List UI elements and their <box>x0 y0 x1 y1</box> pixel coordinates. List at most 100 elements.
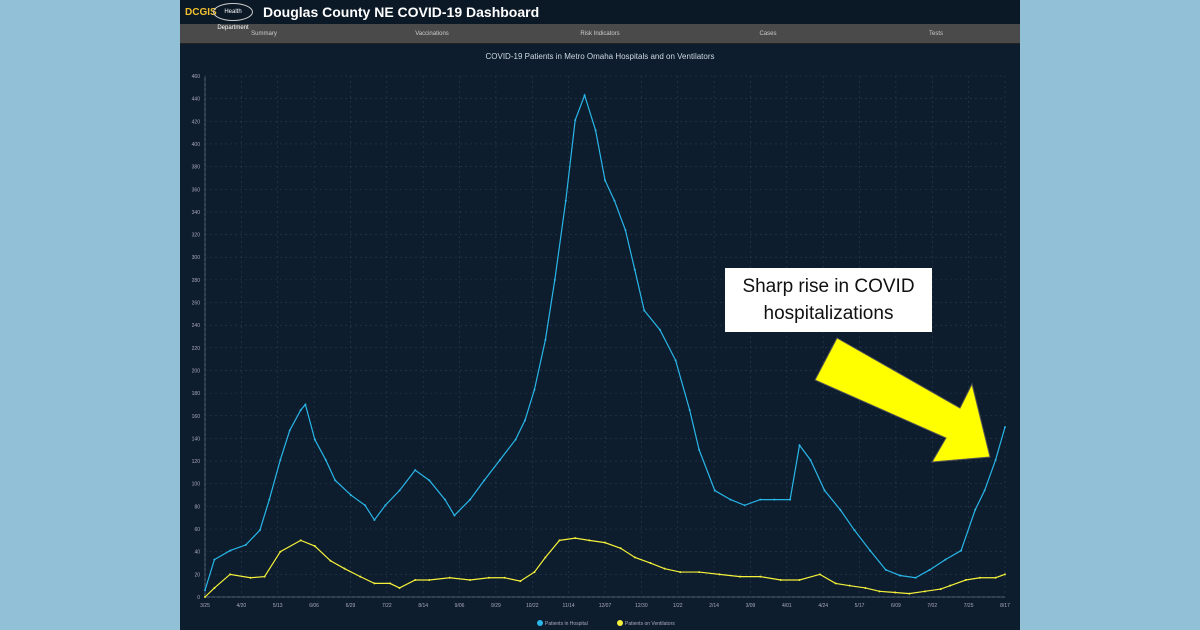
data-point <box>553 278 556 281</box>
data-point <box>894 591 897 594</box>
data-point <box>519 580 522 583</box>
health-department-logo: Health Department <box>213 3 253 31</box>
data-point <box>960 549 963 552</box>
data-point <box>313 438 316 441</box>
data-point <box>213 586 216 589</box>
data-point <box>398 586 401 589</box>
tab-risk-indicators[interactable]: Risk Indicators <box>580 31 620 37</box>
data-point <box>544 556 547 559</box>
data-point <box>229 549 232 552</box>
data-point <box>313 545 316 548</box>
data-point <box>698 448 701 451</box>
chart-title: COVID-19 Patients in Metro Omaha Hospita… <box>485 52 715 61</box>
data-point <box>779 579 782 582</box>
data-point <box>964 579 967 582</box>
y-tick-label: 80 <box>194 504 200 510</box>
y-tick-label: 220 <box>192 346 201 352</box>
tab-tests[interactable]: Tests <box>928 31 943 37</box>
data-point <box>204 589 206 592</box>
x-tick-label: 7/25 <box>964 603 974 609</box>
data-point <box>878 590 881 593</box>
data-point <box>304 403 307 406</box>
data-point <box>834 582 837 585</box>
x-tick-label: 7/02 <box>927 603 937 609</box>
x-tick-label: 3/25 <box>200 603 210 609</box>
data-point <box>914 576 917 579</box>
x-tick-label: 8/14 <box>418 603 428 609</box>
data-point <box>453 514 456 517</box>
header: DCGIS Health Department Douglas County N… <box>180 0 1020 31</box>
data-point <box>574 119 577 122</box>
data-point <box>469 498 472 501</box>
data-point <box>444 498 446 501</box>
tab-summary[interactable]: Summary <box>251 31 277 37</box>
series-line-ventilators <box>204 537 1006 598</box>
y-tick-label: 0 <box>197 595 200 601</box>
data-point <box>263 575 266 578</box>
y-tick-label: 160 <box>192 414 201 420</box>
tab-vaccinations[interactable]: Vaccinations <box>415 31 449 37</box>
dcgis-logo: DCGIS <box>185 6 217 18</box>
data-point <box>533 388 536 391</box>
data-point <box>773 498 776 501</box>
data-point <box>498 458 501 461</box>
data-point <box>258 529 261 532</box>
data-point <box>713 489 716 492</box>
data-point <box>978 576 981 579</box>
data-point <box>818 573 821 576</box>
data-point <box>594 129 597 132</box>
data-point <box>544 338 547 341</box>
data-point <box>533 571 536 574</box>
y-tick-label: 20 <box>194 572 200 578</box>
data-point <box>349 494 352 497</box>
data-point <box>503 576 506 579</box>
data-point <box>738 575 741 578</box>
data-point <box>574 537 577 540</box>
x-tick-label: 5/17 <box>855 603 865 609</box>
data-point <box>249 576 252 579</box>
x-tick-label: 8/17 <box>1000 603 1010 609</box>
legend-label: Patients in Hospital <box>545 621 588 627</box>
x-tick-label: 9/06 <box>455 603 465 609</box>
data-point <box>928 568 931 571</box>
data-point <box>798 444 801 447</box>
data-point <box>884 568 887 571</box>
tab-cases[interactable]: Cases <box>759 31 777 37</box>
data-point <box>1004 426 1006 429</box>
app-title: Douglas County NE COVID-19 Dashboard <box>263 4 540 20</box>
y-tick-label: 440 <box>192 97 201 103</box>
data-point <box>204 596 206 598</box>
data-point <box>428 579 431 582</box>
y-tick-label: 420 <box>192 119 201 125</box>
annotation-callout: Sharp rise in COVID hospitalizations <box>725 268 932 332</box>
y-tick-label: 100 <box>192 482 201 488</box>
data-point <box>343 567 346 570</box>
x-tick-label: 6/29 <box>346 603 356 609</box>
data-point <box>604 179 606 182</box>
x-tick-label: 4/01 <box>782 603 792 609</box>
data-point <box>448 576 451 579</box>
y-tick-label: 340 <box>192 210 201 216</box>
data-point <box>613 199 616 202</box>
x-tick-label: 4/20 <box>236 603 246 609</box>
data-point <box>679 571 682 574</box>
y-tick-label: 380 <box>192 165 201 171</box>
data-point <box>213 558 216 561</box>
x-tick-label: 6/06 <box>309 603 319 609</box>
data-point <box>898 574 901 577</box>
data-point <box>279 458 282 461</box>
data-point <box>869 549 872 552</box>
data-point <box>244 543 247 546</box>
y-tick-label: 360 <box>192 187 201 193</box>
data-point <box>839 508 842 511</box>
data-point <box>373 582 376 585</box>
y-tick-label: 460 <box>192 74 201 80</box>
nav-bar: Summary Vaccinations Risk Indicators Cas… <box>180 24 1020 44</box>
data-point <box>384 504 387 507</box>
y-tick-label: 140 <box>192 436 201 442</box>
data-point <box>729 498 732 501</box>
data-point <box>974 508 977 511</box>
data-point <box>619 547 622 550</box>
data-point <box>688 409 691 412</box>
data-point <box>674 359 677 362</box>
